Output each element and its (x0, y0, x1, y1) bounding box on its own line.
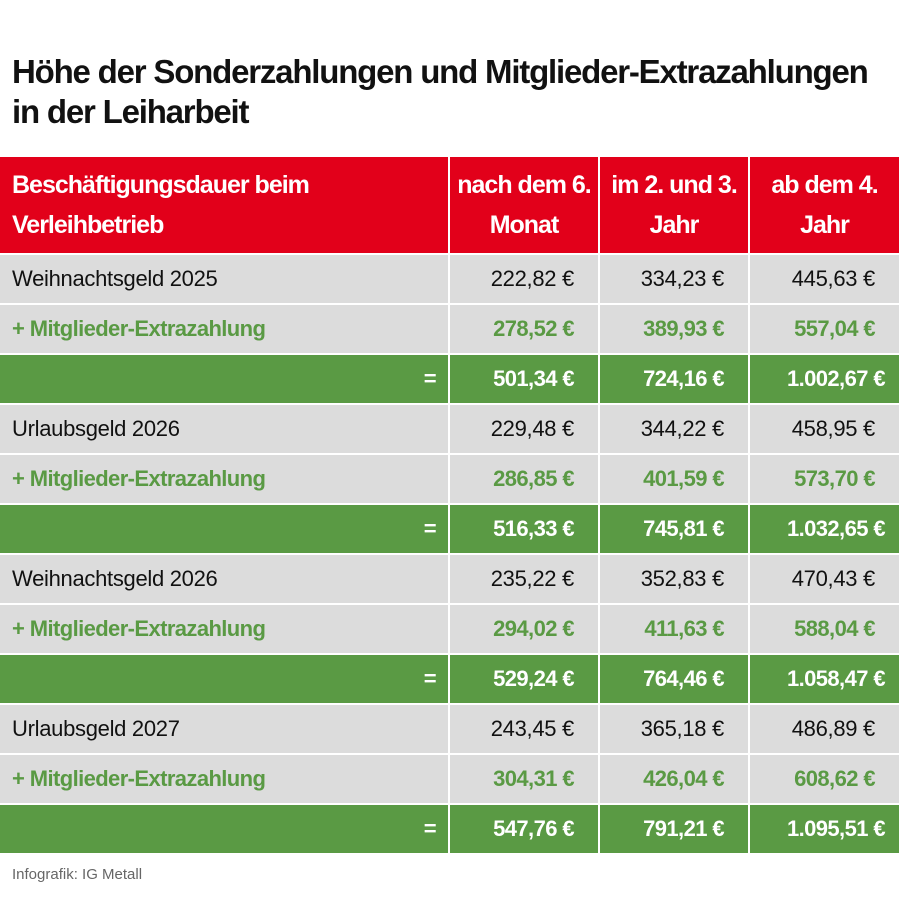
table-row-sum: = 516,33 €745,81 € 1.032,65 € (0, 505, 899, 555)
table-row-extra: + Mitglieder-Extrazahlung 294,02 €411,63 … (0, 605, 899, 655)
header-year-2-3: im 2. und 3. Jahr (600, 157, 750, 253)
table-row-sum: = 547,76 €791,21 € 1.095,51 € (0, 805, 899, 855)
amount-cell: 344,22 € (600, 405, 750, 453)
table-row-base: Urlaubsgeld 2027 243,45 €365,18 € 486,89 € (0, 705, 899, 755)
amount-cell: 791,21 € (600, 805, 750, 853)
table-row-base: Weihnachtsgeld 2025 222,82 €334,23 € 445,6… (0, 255, 899, 305)
amount-cell: 304,31 € (450, 755, 600, 803)
amount-cell: 229,48 € (450, 405, 600, 453)
header-year-4: ab dem 4. Jahr (771, 171, 878, 239)
row-label: Urlaubsgeld 2027 (0, 705, 450, 753)
amount-cell: 764,46 € (600, 655, 750, 703)
row-label: + Mitglieder-Extrazahlung (0, 455, 450, 503)
table-row-extra: + Mitglieder-Extrazahlung 286,85 €401,59 … (0, 455, 899, 505)
amount-cell: 222,82 € (450, 255, 600, 303)
row-label: = (0, 805, 450, 853)
header-after-6-months: nach dem 6. Monat (450, 157, 600, 253)
amount-cell: 389,93 € (600, 305, 750, 353)
amount-cell: 352,83 € (600, 555, 750, 603)
amount-cell: 365,18 € (600, 705, 750, 753)
amount-cell: 243,45 € (450, 705, 600, 753)
amount-cell: 547,76 € (450, 805, 600, 853)
amount-cell: 334,23 € (600, 255, 750, 303)
row-label: + Mitglieder-Extrazahlung (0, 305, 450, 353)
row-label: = (0, 505, 450, 553)
amount-cell: 426,04 € (600, 755, 750, 803)
amount-cell: 411,63 € (600, 605, 750, 653)
amount-cell: 745,81 € (600, 505, 750, 553)
payments-table: Beschäftigungsdauer beim Verleihbetrieb … (0, 157, 899, 855)
amount-cell: 724,16 € (600, 355, 750, 403)
source-credit: Infografik: IG Metall (12, 866, 143, 883)
table-row-base: Weihnachtsgeld 2026 235,22 €352,83 € 470,4… (0, 555, 899, 605)
amount-cell: 557,04 € (794, 316, 875, 341)
table-row-base: Urlaubsgeld 2026 229,48 €344,22 € 458,95 € (0, 405, 899, 455)
row-label: Weihnachtsgeld 2026 (0, 555, 450, 603)
amount-cell: 1.095,51 € (787, 816, 886, 841)
row-label: Weihnachtsgeld 2025 (0, 255, 450, 303)
row-label: = (0, 655, 450, 703)
row-label: + Mitglieder-Extrazahlung (0, 755, 450, 803)
amount-cell: 486,89 € (791, 716, 876, 741)
page-title: Höhe der Sonderzahlungen und Mitglieder-… (12, 53, 869, 130)
amount-cell: 529,24 € (450, 655, 600, 703)
amount-cell: 278,52 € (450, 305, 600, 353)
amount-cell: 458,95 € (791, 416, 876, 441)
table-row-sum: = 501,34 €724,16 € 1.002,67 € (0, 355, 899, 405)
amount-cell: 470,43 € (791, 566, 876, 591)
amount-cell: 294,02 € (450, 605, 600, 653)
amount-cell: 1.032,65 € (787, 516, 886, 541)
table-header-row: Beschäftigungsdauer beim Verleihbetrieb … (0, 157, 899, 255)
table-row-sum: = 529,24 €764,46 € 1.058,47 € (0, 655, 899, 705)
amount-cell: 235,22 € (450, 555, 600, 603)
row-label: + Mitglieder-Extrazahlung (0, 605, 450, 653)
amount-cell: 286,85 € (450, 455, 600, 503)
row-label: = (0, 355, 450, 403)
amount-cell: 501,34 € (450, 355, 600, 403)
amount-cell: 588,04 € (794, 616, 875, 641)
amount-cell: 608,62 € (794, 766, 875, 791)
amount-cell: 445,63 € (791, 266, 876, 291)
amount-cell: 573,70 € (794, 466, 875, 491)
amount-cell: 401,59 € (600, 455, 750, 503)
amount-cell: 1.058,47 € (787, 666, 886, 691)
amount-cell: 1.002,67 € (787, 366, 886, 391)
header-duration: Beschäftigungsdauer beim Verleihbetrieb (0, 157, 450, 253)
table-row-extra: + Mitglieder-Extrazahlung 304,31 €426,04 … (0, 755, 899, 805)
row-label: Urlaubsgeld 2026 (0, 405, 450, 453)
amount-cell: 516,33 € (450, 505, 600, 553)
table-row-extra: + Mitglieder-Extrazahlung 278,52 €389,93 … (0, 305, 899, 355)
